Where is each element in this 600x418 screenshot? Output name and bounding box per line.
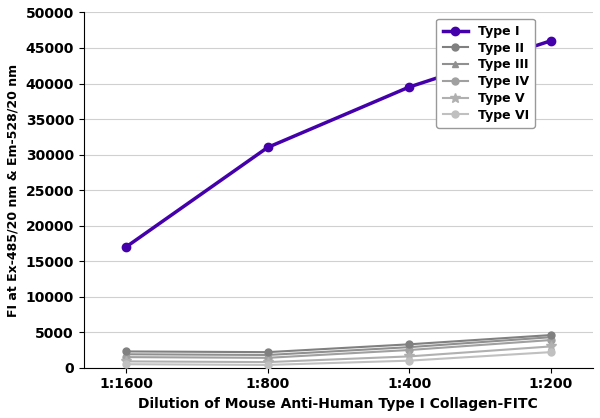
- Type V: [406, 354, 413, 359]
- Type VI: [547, 349, 554, 354]
- Type IV: [122, 354, 130, 359]
- Type I: [122, 245, 130, 250]
- Type V: [547, 344, 554, 349]
- Type II: [264, 349, 271, 354]
- Type IV: [264, 355, 271, 360]
- Line: Type IV: Type IV: [122, 336, 554, 361]
- Type II: [406, 342, 413, 347]
- Type III: [122, 352, 130, 357]
- Line: Type II: Type II: [122, 331, 554, 356]
- Type III: [406, 345, 413, 350]
- Type II: [122, 349, 130, 354]
- Line: Type I: Type I: [122, 37, 555, 251]
- Type I: [547, 38, 554, 43]
- Legend: Type I, Type II, Type III, Type IV, Type V, Type VI: Type I, Type II, Type III, Type IV, Type…: [436, 19, 535, 128]
- Type III: [547, 335, 554, 340]
- Type V: [122, 359, 130, 364]
- Type III: [264, 352, 271, 357]
- Type VI: [406, 358, 413, 363]
- Type I: [406, 84, 413, 89]
- Y-axis label: FI at Ex-485/20 nm & Em-528/20 nm: FI at Ex-485/20 nm & Em-528/20 nm: [7, 64, 20, 317]
- Type VI: [122, 362, 130, 367]
- Type VI: [264, 362, 271, 367]
- Type V: [264, 359, 271, 364]
- Type II: [547, 333, 554, 338]
- X-axis label: Dilution of Mouse Anti-Human Type I Collagen-FITC: Dilution of Mouse Anti-Human Type I Coll…: [139, 397, 538, 411]
- Type IV: [406, 347, 413, 352]
- Type IV: [547, 338, 554, 343]
- Type I: [264, 145, 271, 150]
- Line: Type V: Type V: [121, 342, 556, 367]
- Line: Type III: Type III: [122, 334, 554, 359]
- Line: Type VI: Type VI: [122, 349, 554, 368]
